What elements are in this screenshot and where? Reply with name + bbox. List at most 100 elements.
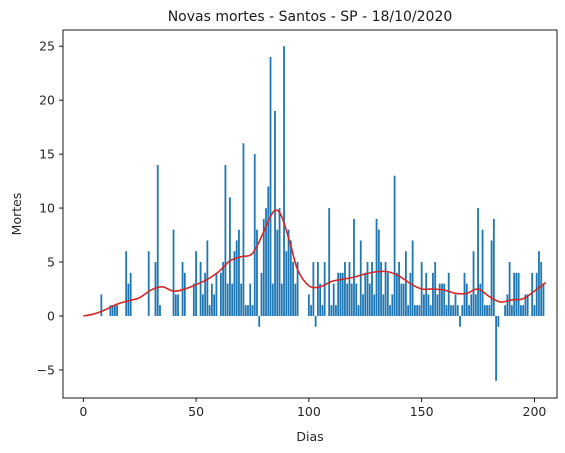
bar — [256, 229, 258, 316]
bar — [450, 305, 452, 316]
bar — [111, 305, 114, 316]
bar — [344, 262, 346, 316]
bar — [330, 305, 333, 316]
bar — [267, 186, 270, 316]
bar — [276, 229, 279, 316]
x-tick-label: 100 — [297, 404, 321, 419]
bar — [271, 283, 274, 316]
bar — [195, 251, 197, 316]
bar — [192, 283, 195, 316]
bar — [353, 218, 355, 316]
bar — [174, 294, 177, 316]
bar — [183, 272, 186, 316]
bar — [348, 262, 351, 316]
bar — [531, 272, 534, 316]
x-tick-label: 0 — [79, 404, 87, 419]
bar — [337, 272, 340, 316]
bar — [542, 283, 545, 316]
bar — [441, 283, 443, 316]
bar — [289, 240, 292, 316]
bar — [468, 305, 470, 316]
bar — [292, 262, 294, 316]
bar — [206, 240, 209, 316]
bar — [251, 305, 254, 316]
bar — [339, 272, 342, 316]
bar — [508, 262, 511, 316]
bar — [314, 315, 317, 327]
y-tick-label: −5 — [37, 362, 55, 377]
bar — [201, 294, 204, 316]
bar — [418, 305, 421, 316]
bar — [515, 272, 518, 316]
plot-frame — [62, 29, 558, 399]
bar — [375, 218, 378, 316]
y-tick-label: 15 — [39, 147, 55, 162]
bar — [391, 294, 394, 316]
bar — [429, 305, 432, 316]
bar — [398, 262, 400, 316]
bar — [364, 272, 367, 316]
bar — [477, 208, 479, 316]
bar — [506, 294, 509, 316]
bar — [416, 305, 419, 316]
bar — [362, 294, 364, 316]
bar — [199, 262, 202, 316]
bar — [380, 262, 382, 316]
bar — [285, 251, 288, 316]
bar — [481, 229, 484, 316]
bar — [350, 283, 353, 316]
bar — [280, 283, 283, 316]
bar — [533, 305, 536, 316]
bar — [208, 305, 211, 316]
bar — [226, 283, 229, 316]
y-tick-label: 10 — [39, 201, 55, 216]
bar — [497, 315, 500, 327]
y-tick-label: 0 — [47, 308, 55, 323]
bar — [129, 272, 132, 316]
bar — [125, 251, 128, 316]
bar — [377, 229, 380, 316]
chart-title: Novas mortes - Santos - SP - 18/10/2020 — [168, 9, 453, 25]
bar — [520, 305, 522, 316]
bar — [341, 272, 344, 316]
bar — [368, 283, 371, 316]
bar — [400, 283, 403, 316]
bar — [244, 305, 247, 316]
bar — [316, 262, 319, 316]
bar — [312, 262, 315, 316]
bar — [253, 154, 256, 316]
bar — [486, 305, 488, 316]
bar — [328, 208, 331, 316]
bar — [495, 315, 497, 381]
bar — [269, 56, 272, 316]
bar — [407, 305, 410, 316]
y-tick-label: 5 — [47, 255, 55, 270]
bar — [359, 240, 362, 316]
bar — [283, 46, 285, 316]
bar — [113, 305, 116, 316]
bar — [456, 305, 459, 316]
bar — [262, 218, 265, 316]
bar — [222, 262, 225, 316]
bar — [488, 305, 491, 316]
bar — [346, 283, 349, 316]
bar — [249, 283, 252, 316]
bar — [445, 305, 448, 316]
bar — [357, 305, 360, 316]
bar — [366, 262, 369, 316]
bar — [213, 294, 216, 316]
bar — [540, 262, 543, 316]
bar — [127, 283, 130, 316]
bar — [470, 294, 473, 316]
bar — [483, 305, 486, 316]
bar — [307, 294, 310, 316]
x-axis-label: Dias — [296, 429, 323, 444]
bar — [215, 272, 218, 316]
bar — [373, 294, 376, 316]
bar — [319, 283, 322, 316]
bar — [310, 305, 313, 316]
bar — [147, 251, 150, 316]
bar — [242, 143, 245, 316]
plot-border — [62, 29, 558, 399]
